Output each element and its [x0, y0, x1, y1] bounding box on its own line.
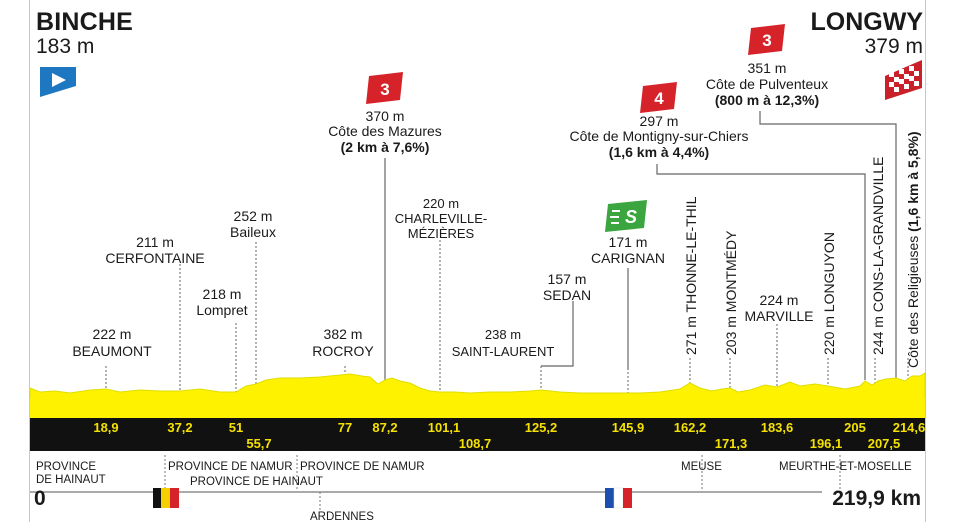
france-flag-icon	[605, 487, 632, 509]
climb-altitude: 351 m	[748, 60, 787, 76]
start-flag-icon	[40, 67, 76, 97]
distance-start: 0	[34, 487, 46, 510]
point-altitude: 224 m	[760, 292, 799, 308]
region-label: PROVINCE DE HAINAUT	[190, 476, 323, 488]
point-altitude: 382 m	[324, 326, 363, 342]
svg-text:4: 4	[654, 89, 664, 108]
km-label: 55,7	[246, 436, 271, 451]
vertical-labels: 271 m THONNE-LE-THIL 203 m MONTMÉDY 220 …	[683, 131, 921, 368]
sprint-name: CARIGNAN	[591, 250, 665, 266]
region-label: PROVINCE DE NAMUR	[168, 461, 293, 473]
svg-text:S: S	[625, 207, 637, 227]
point-altitude: 218 m	[203, 286, 242, 302]
elevation-profile	[29, 372, 926, 401]
vertical-label: 271 m THONNE-LE-THIL	[683, 196, 699, 355]
region-label: PROVINCE	[36, 461, 96, 473]
start-altitude: 183 m	[36, 35, 95, 58]
point-altitude: 220 m	[423, 196, 459, 211]
climb-altitude: 370 m	[366, 108, 405, 124]
km-label: 108,7	[459, 436, 492, 451]
climb-detail: (800 m à 12,3%)	[715, 92, 819, 108]
checkered-finish-flag-icon	[885, 60, 922, 100]
point-name: CERFONTAINE	[105, 250, 204, 266]
climb-category-icon: 4	[640, 82, 677, 113]
km-label: 214,6	[893, 420, 926, 435]
svg-text:3: 3	[762, 31, 771, 50]
km-bar	[30, 418, 925, 451]
km-label: 125,2	[525, 420, 558, 435]
intermediate-sprint-icon: S	[605, 200, 647, 232]
climb-category-icon: 3	[748, 24, 785, 55]
point-name: SEDAN	[543, 287, 591, 303]
finish-altitude: 379 m	[864, 35, 923, 58]
profile-base	[30, 398, 925, 418]
region-label: MEUSE	[681, 461, 722, 473]
point-altitude: 157 m	[548, 271, 587, 287]
region-labels: PROVINCE DE HAINAUT PROVINCE DE NAMUR PR…	[36, 461, 912, 522]
sprint-altitude: 171 m	[609, 234, 648, 250]
climb-name: Côte de Pulventeux	[706, 76, 828, 92]
region-label: MEURTHE-ET-MOSELLE	[779, 461, 912, 473]
point-name: Baileux	[230, 224, 276, 240]
svg-text:3: 3	[380, 80, 389, 99]
climb-detail: (2 km à 7,6%)	[341, 139, 430, 155]
point-name: Lompret	[196, 302, 247, 318]
point-altitude: 252 m	[234, 208, 273, 224]
climb-detail: (1,6 km à 4,4%)	[609, 144, 709, 160]
right-frame-line	[925, 0, 926, 522]
distance-total: 219,9 km	[832, 487, 921, 510]
km-label: 18,9	[93, 420, 118, 435]
finish-town: LONGWY	[810, 8, 924, 36]
km-label: 51	[229, 420, 243, 435]
km-label: 77	[338, 420, 352, 435]
km-label: 145,9	[612, 420, 645, 435]
vertical-label: 244 m CONS-LA-GRANDVILLE	[870, 157, 886, 355]
km-label: 87,2	[372, 420, 397, 435]
km-label: 183,6	[761, 420, 794, 435]
vertical-label: 220 m LONGUYON	[821, 232, 837, 355]
region-dividers	[164, 455, 841, 510]
belgium-flag-icon	[153, 488, 179, 508]
point-name-line2: MÉZIÈRES	[408, 226, 475, 241]
point-name: MARVILLE	[745, 308, 814, 324]
left-frame-line	[29, 0, 30, 522]
point-name: ROCROY	[312, 343, 374, 359]
climb-leaders	[384, 111, 897, 380]
point-name: SAINT-LAURENT	[452, 344, 555, 359]
km-label: 171,3	[715, 436, 748, 451]
km-label: 37,2	[167, 420, 192, 435]
km-labels: 18,9 37,2 51 55,7 77 87,2 101,1 108,7 12…	[93, 420, 925, 451]
vertical-label: 203 m MONTMÉDY	[723, 230, 739, 355]
point-altitude: 211 m	[136, 234, 174, 250]
start-town: BINCHE	[36, 8, 134, 36]
point-name: BEAUMONT	[72, 343, 152, 359]
climb-category-icon: 3	[366, 72, 403, 104]
region-label: PROVINCE DE NAMUR	[300, 461, 425, 473]
point-altitude: 238 m	[485, 327, 521, 342]
km-label: 196,1	[810, 436, 843, 451]
point-labels: 222 m BEAUMONT 211 m CERFONTAINE 218 m L…	[72, 196, 813, 359]
km-label: 162,2	[674, 420, 707, 435]
climb-name: Côte de Montigny-sur-Chiers	[570, 128, 749, 144]
final-climb-label: Côte des Religieuses (1,6 km à 5,8%)	[905, 131, 921, 368]
climb-name: Côte des Mazures	[328, 123, 442, 139]
point-altitude: 222 m	[93, 326, 132, 342]
point-name: CHARLEVILLE-	[395, 211, 487, 226]
climb-labels: 370 m Côte des Mazures (2 km à 7,6%) 297…	[328, 60, 828, 266]
km-label: 207,5	[868, 436, 901, 451]
region-label: ARDENNES	[310, 511, 374, 522]
km-label: 101,1	[428, 420, 461, 435]
km-label: 205	[844, 420, 866, 435]
region-label: DE HAINAUT	[36, 474, 106, 486]
climb-altitude: 297 m	[640, 113, 679, 129]
